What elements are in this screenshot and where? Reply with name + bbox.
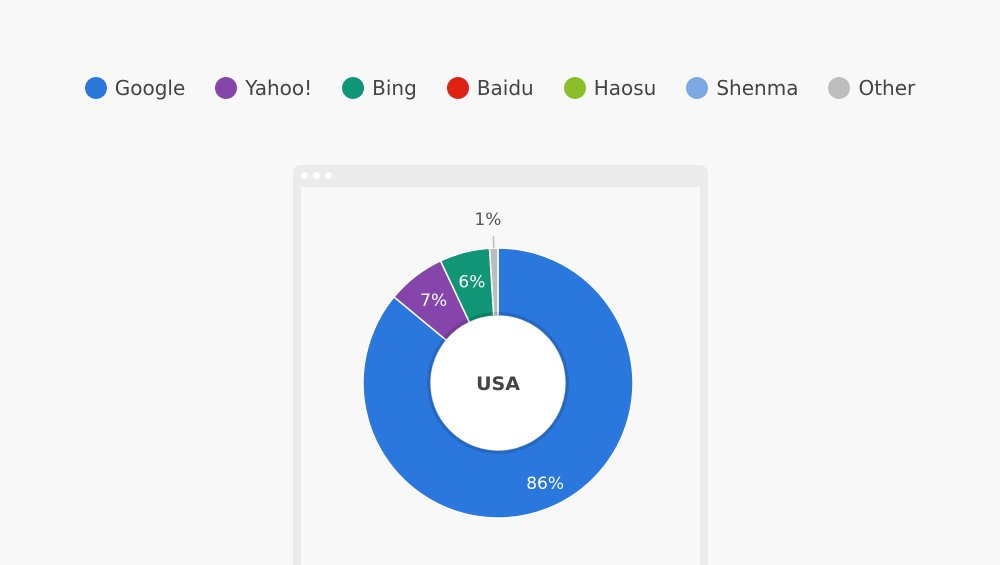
data-label-yahoo: 7% [420,291,447,311]
center-label: USA [476,373,520,395]
data-label-google: 86% [526,474,564,494]
data-label-other: 1% [474,210,501,230]
data-label-bing: 6% [458,272,485,292]
